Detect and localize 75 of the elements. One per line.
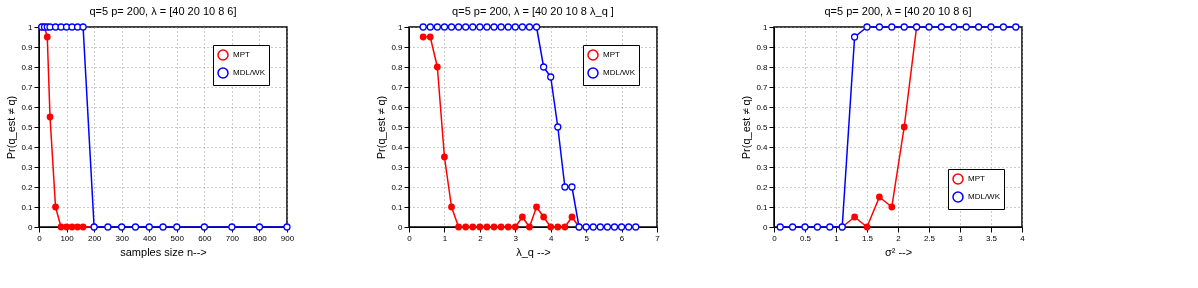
x-tick-label: 200 [87, 233, 102, 243]
y-tick-label: 0.3 [21, 162, 34, 172]
x-tick-label: 700 [225, 233, 240, 243]
y-tick-label: 0.6 [21, 102, 34, 112]
x-tick-label: 0 [37, 233, 43, 243]
y-tick-label: 0.5 [756, 122, 769, 132]
y-tick-label: 0.4 [21, 142, 34, 152]
y-tick-label: 0 [398, 222, 404, 232]
chart-title: q=5 p= 200, λ = [40 20 10 8 λ_q ] [452, 5, 614, 18]
y-axis-title: Pr(q_est ≠ q) [5, 95, 18, 160]
y-tick-label: 0.2 [21, 182, 34, 192]
x-tick-label: 0 [407, 233, 413, 243]
x-tick-label: 2.5 [923, 233, 936, 243]
y-tick-label: 0.9 [391, 42, 404, 52]
y-tick-label: 0.3 [756, 162, 769, 172]
x-tick-label: 4 [1020, 233, 1026, 243]
y-tick-label: 0.8 [756, 62, 769, 72]
x-tick-label: 7 [655, 233, 661, 243]
y-tick-label: 0.2 [756, 182, 769, 192]
y-tick-label: 0.6 [391, 102, 404, 112]
y-tick-label: 0.7 [756, 82, 769, 92]
x-tick-label: 800 [253, 233, 268, 243]
legend-label: MPT [603, 50, 620, 59]
y-tick-label: 0.6 [756, 102, 769, 112]
x-tick-label: 0 [772, 233, 778, 243]
x-tick-label: 400 [143, 233, 157, 243]
y-tick-label: 0.1 [21, 202, 34, 212]
x-tick-label: 1 [442, 233, 448, 243]
chart-title: q=5 p= 200, λ = [40 20 10 8 6] [89, 5, 237, 18]
x-tick-label: 0.5 [799, 233, 812, 243]
y-tick-label: 0.8 [21, 62, 34, 72]
y-tick-label: 0.4 [756, 142, 769, 152]
x-tick-label: 6 [619, 233, 625, 243]
x-tick-label: 1.5 [861, 233, 874, 243]
y-tick-label: 1 [763, 22, 769, 32]
x-tick-label: 600 [198, 233, 213, 243]
y-axis-title: Pr(q_est ≠ q) [740, 95, 753, 160]
x-tick-label: 3 [513, 233, 519, 243]
legend-label: MDL/WK [968, 192, 1001, 201]
x-axis-title: samples size n--> [120, 245, 207, 258]
y-tick-label: 0 [763, 222, 769, 232]
y-tick-label: 0.4 [391, 142, 404, 152]
x-tick-label: 4 [548, 233, 554, 243]
x-tick-label: 1 [834, 233, 840, 243]
x-tick-label: 3 [958, 233, 964, 243]
legend-label: MDL/WK [233, 68, 266, 77]
y-tick-label: 0.1 [391, 202, 404, 212]
x-axis-title: σ² --> [884, 245, 913, 258]
chart-title: q=5 p= 200, λ = [40 20 10 8 6] [824, 5, 972, 18]
y-tick-label: 0.1 [756, 202, 769, 212]
y-tick-label: 0.7 [21, 82, 34, 92]
y-axis-title: Pr(q_est ≠ q) [375, 95, 388, 160]
x-tick-label: 2 [478, 233, 484, 243]
x-tick-label: 5 [584, 233, 590, 243]
y-tick-label: 1 [28, 22, 34, 32]
x-axis-title: λ_q --> [516, 245, 551, 258]
x-tick-label: 900 [280, 233, 295, 243]
y-tick-label: 0.7 [391, 82, 404, 92]
y-tick-label: 0.3 [391, 162, 404, 172]
y-tick-label: 1 [398, 22, 404, 32]
y-tick-label: 0.8 [391, 62, 404, 72]
y-tick-label: 0.5 [391, 122, 404, 132]
x-tick-label: 2 [896, 233, 902, 243]
x-tick-label: 100 [60, 233, 75, 243]
x-tick-label: 500 [170, 233, 185, 243]
legend-label: MPT [968, 174, 985, 183]
y-tick-label: 0.9 [21, 42, 34, 52]
x-tick-label: 300 [115, 233, 130, 243]
y-tick-label: 0.5 [21, 122, 34, 132]
y-tick-label: 0.2 [391, 182, 404, 192]
legend-label: MDL/WK [603, 68, 636, 77]
y-tick-label: 0.9 [756, 42, 769, 52]
x-tick-label: 3.5 [985, 233, 998, 243]
y-tick-label: 0 [28, 222, 34, 232]
legend-label: MPT [233, 50, 250, 59]
